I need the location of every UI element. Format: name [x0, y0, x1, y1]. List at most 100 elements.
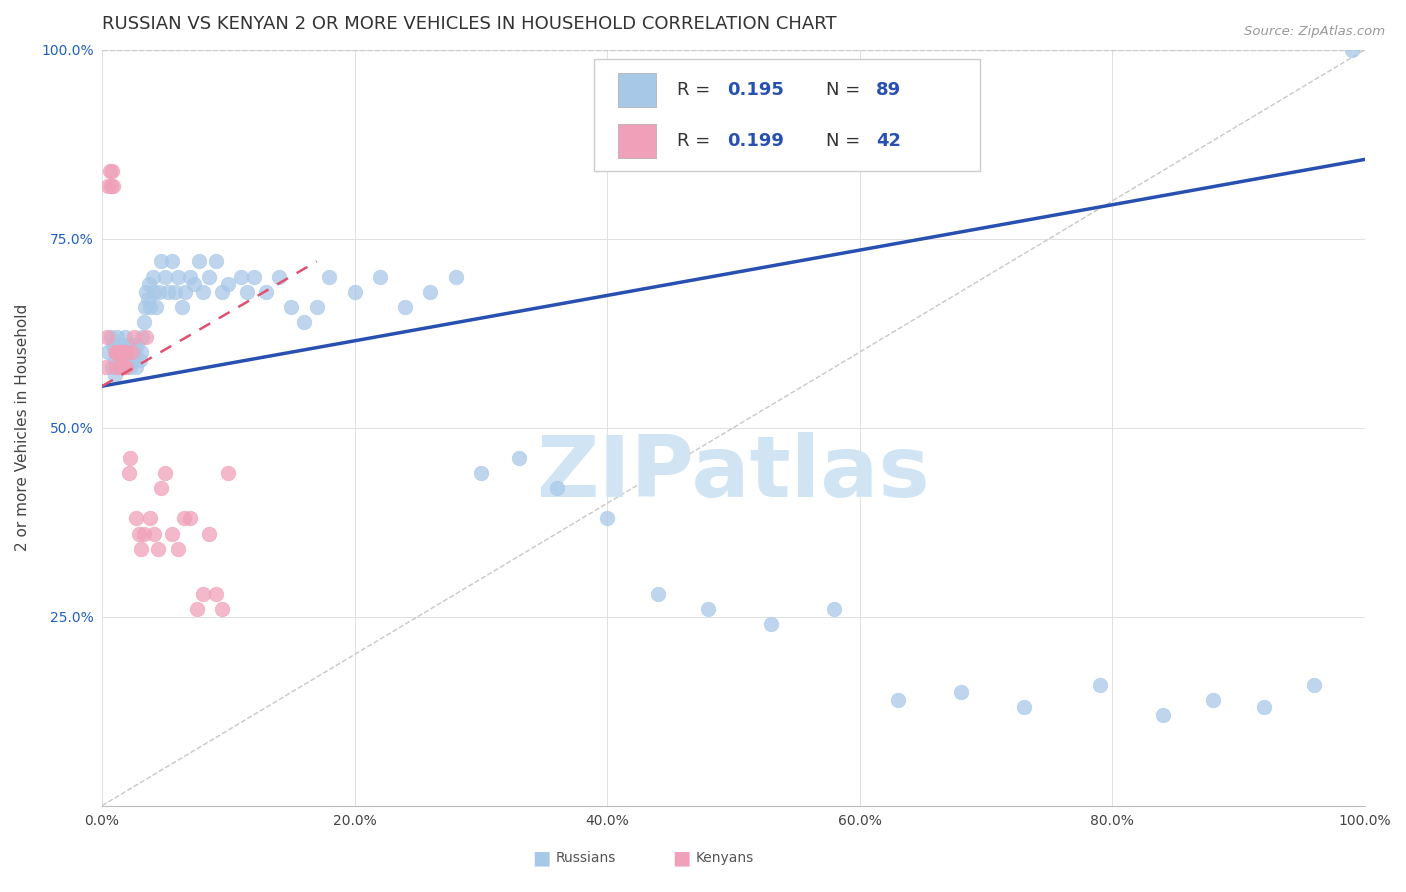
Point — [132, 526, 155, 541]
Text: R =: R = — [676, 81, 716, 99]
Point — [129, 541, 152, 556]
Point — [104, 368, 127, 382]
Point — [127, 337, 149, 351]
Point — [120, 345, 142, 359]
Point — [107, 345, 129, 359]
Point — [280, 300, 302, 314]
Point — [886, 693, 908, 707]
Point — [125, 511, 148, 525]
Text: ZIPatlas: ZIPatlas — [537, 432, 931, 515]
Point — [110, 360, 132, 375]
Text: 89: 89 — [876, 81, 901, 99]
FancyBboxPatch shape — [595, 59, 980, 170]
Point — [508, 450, 530, 465]
Point — [188, 254, 211, 268]
Point — [186, 602, 208, 616]
Point — [596, 511, 619, 525]
Text: 0.199: 0.199 — [727, 132, 785, 150]
Point — [136, 292, 159, 306]
Point — [96, 330, 118, 344]
Point — [94, 360, 117, 375]
Point — [111, 337, 134, 351]
Point — [236, 285, 259, 299]
Point — [101, 360, 124, 375]
Point — [267, 269, 290, 284]
Point — [129, 352, 152, 367]
Text: Kenyans: Kenyans — [696, 851, 754, 865]
Point — [647, 587, 669, 601]
Text: N =: N = — [825, 132, 866, 150]
Text: 42: 42 — [876, 132, 901, 150]
Point — [1152, 707, 1174, 722]
FancyBboxPatch shape — [619, 124, 657, 158]
Point — [125, 360, 148, 375]
Point — [170, 300, 193, 314]
Point — [166, 269, 188, 284]
Point — [117, 337, 139, 351]
Point — [179, 511, 201, 525]
Point — [118, 360, 141, 375]
Point — [343, 285, 366, 299]
Point — [131, 330, 153, 344]
Point — [132, 315, 155, 329]
Point — [394, 300, 416, 314]
Point — [1341, 43, 1364, 57]
Point — [104, 345, 127, 359]
Point — [153, 466, 176, 480]
Point — [117, 345, 139, 359]
Point — [112, 360, 135, 375]
Point — [108, 352, 131, 367]
Point — [183, 277, 205, 292]
Point — [122, 337, 145, 351]
Text: 0.195: 0.195 — [727, 81, 785, 99]
Point — [129, 345, 152, 359]
Point — [470, 466, 492, 480]
Point — [242, 269, 264, 284]
Point — [146, 541, 169, 556]
Point — [191, 587, 214, 601]
Point — [1303, 678, 1326, 692]
Point — [145, 300, 167, 314]
Point — [211, 602, 233, 616]
Point — [419, 285, 441, 299]
Point — [100, 178, 122, 193]
Point — [105, 345, 128, 359]
Point — [198, 526, 221, 541]
Point — [138, 277, 160, 292]
Point — [134, 300, 156, 314]
Point — [121, 337, 143, 351]
Text: R =: R = — [676, 132, 716, 150]
Point — [103, 337, 125, 351]
Point — [697, 602, 720, 616]
FancyBboxPatch shape — [619, 72, 657, 106]
Point — [112, 352, 135, 367]
Y-axis label: 2 or more Vehicles in Household: 2 or more Vehicles in Household — [15, 304, 30, 551]
Text: Russians: Russians — [555, 851, 616, 865]
Point — [198, 269, 221, 284]
Point — [121, 345, 143, 359]
Point — [97, 178, 120, 193]
Point — [114, 345, 136, 359]
Point — [165, 285, 187, 299]
Point — [111, 360, 134, 375]
Point — [191, 285, 214, 299]
Point — [115, 360, 138, 375]
Point — [305, 300, 328, 314]
Point — [444, 269, 467, 284]
Point — [1253, 700, 1275, 714]
Point — [135, 285, 157, 299]
Text: RUSSIAN VS KENYAN 2 OR MORE VEHICLES IN HOUSEHOLD CORRELATION CHART: RUSSIAN VS KENYAN 2 OR MORE VEHICLES IN … — [103, 15, 837, 33]
Point — [292, 315, 315, 329]
Point — [98, 163, 121, 178]
Point — [1088, 678, 1111, 692]
Point — [174, 285, 197, 299]
Point — [114, 345, 136, 359]
Point — [368, 269, 391, 284]
Point — [97, 345, 120, 359]
Point — [761, 617, 783, 632]
Point — [179, 269, 201, 284]
Point — [139, 300, 162, 314]
Text: Source: ZipAtlas.com: Source: ZipAtlas.com — [1244, 25, 1385, 38]
Point — [211, 285, 233, 299]
Point — [166, 541, 188, 556]
